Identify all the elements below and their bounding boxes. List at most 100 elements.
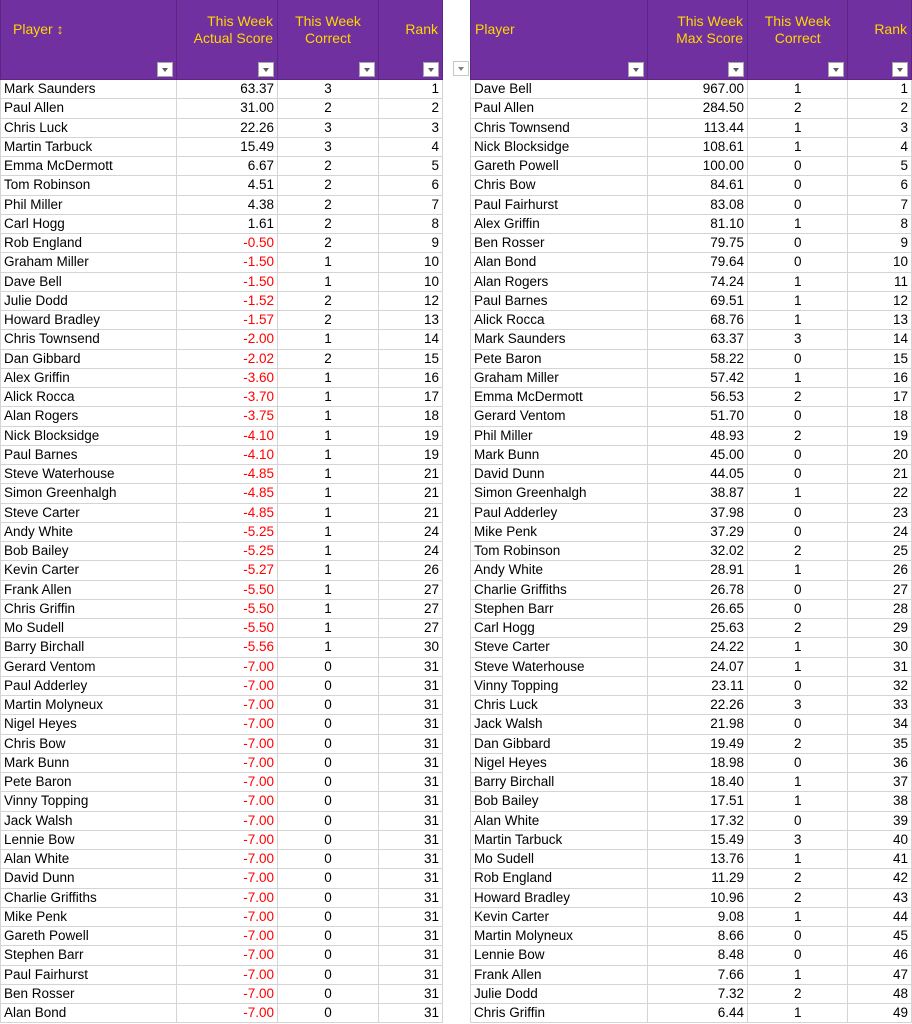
correct-count-cell[interactable]: 1 <box>277 252 379 273</box>
score-cell[interactable]: 8.48 <box>646 945 749 966</box>
player-name-cell[interactable]: Emma McDermott <box>0 155 177 177</box>
score-cell[interactable]: 4.51 <box>176 175 278 196</box>
score-cell[interactable]: -7.00 <box>176 752 278 774</box>
score-cell[interactable]: 22.26 <box>176 117 278 138</box>
correct-count-cell[interactable]: 0 <box>277 675 379 697</box>
rank-cell[interactable]: 19 <box>847 425 912 446</box>
correct-count-cell[interactable]: 0 <box>277 868 379 889</box>
score-cell[interactable]: -5.25 <box>176 540 278 562</box>
correct-count-cell[interactable]: 1 <box>277 502 379 523</box>
rank-cell[interactable]: 31 <box>847 656 912 677</box>
score-cell[interactable]: 108.61 <box>646 136 749 158</box>
correct-count-cell[interactable]: 2 <box>747 386 849 408</box>
score-cell[interactable]: 26.78 <box>646 579 749 600</box>
score-cell[interactable]: 22.26 <box>646 694 749 716</box>
correct-count-cell[interactable]: 0 <box>277 848 379 870</box>
score-cell[interactable]: 63.37 <box>646 329 749 350</box>
rank-cell[interactable]: 13 <box>378 309 443 331</box>
player-name-cell[interactable]: Kevin Carter <box>0 560 177 581</box>
rank-cell[interactable]: 24 <box>378 540 443 562</box>
player-name-cell[interactable]: Graham Miller <box>0 252 177 273</box>
correct-count-cell[interactable]: 0 <box>747 810 849 831</box>
correct-count-cell[interactable]: 0 <box>277 925 379 947</box>
player-name-cell[interactable]: Paul Fairhurst <box>470 194 648 215</box>
player-name-cell[interactable]: Gerard Ventom <box>470 406 648 427</box>
player-name-cell[interactable]: Alick Rocca <box>470 309 648 331</box>
player-name-cell[interactable]: Paul Allen <box>470 98 648 119</box>
correct-count-cell[interactable]: 0 <box>747 714 849 735</box>
score-cell[interactable]: 21.98 <box>646 714 749 735</box>
rank-cell[interactable]: 10 <box>847 252 912 273</box>
rank-cell[interactable]: 15 <box>847 348 912 369</box>
correct-count-cell[interactable]: 0 <box>747 752 849 774</box>
rank-cell[interactable]: 31 <box>378 694 443 716</box>
rank-cell[interactable]: 39 <box>847 810 912 831</box>
score-cell[interactable]: 37.29 <box>646 521 749 543</box>
score-cell[interactable]: -7.00 <box>176 714 278 735</box>
player-name-cell[interactable]: Paul Adderley <box>470 502 648 523</box>
correct-count-cell[interactable]: 2 <box>277 290 379 312</box>
correct-count-cell[interactable]: 2 <box>277 98 379 119</box>
correct-count-cell[interactable]: 1 <box>747 483 849 504</box>
correct-count-cell[interactable]: 0 <box>747 598 849 620</box>
filter-dropdown-icon[interactable] <box>728 62 745 77</box>
player-name-cell[interactable]: Steve Waterhouse <box>470 656 648 677</box>
score-cell[interactable]: 79.64 <box>646 252 749 273</box>
rank-cell[interactable]: 44 <box>847 906 912 928</box>
rank-cell[interactable]: 24 <box>378 521 443 543</box>
score-cell[interactable]: -4.10 <box>176 444 278 466</box>
rank-cell[interactable]: 41 <box>847 848 912 870</box>
player-name-cell[interactable]: Paul Fairhurst <box>0 964 177 985</box>
rank-cell[interactable]: 31 <box>378 829 443 851</box>
rank-cell[interactable]: 45 <box>847 925 912 947</box>
score-cell[interactable]: 58.22 <box>646 348 749 369</box>
left-header-actual-score[interactable]: This Week Actual Score <box>176 0 278 80</box>
player-name-cell[interactable]: Ben Rosser <box>0 983 177 1005</box>
score-cell[interactable]: -5.56 <box>176 637 278 658</box>
player-name-cell[interactable]: Mark Bunn <box>0 752 177 774</box>
rank-cell[interactable]: 31 <box>378 887 443 908</box>
score-cell[interactable]: 57.42 <box>646 367 749 389</box>
score-cell[interactable]: 24.22 <box>646 637 749 658</box>
rank-cell[interactable]: 31 <box>378 983 443 1005</box>
correct-count-cell[interactable]: 1 <box>747 290 849 312</box>
rank-cell[interactable]: 23 <box>847 502 912 523</box>
score-cell[interactable]: -4.10 <box>176 425 278 446</box>
player-name-cell[interactable]: Andy White <box>470 560 648 581</box>
player-name-cell[interactable]: Chris Townsend <box>0 329 177 350</box>
rank-cell[interactable]: 12 <box>378 290 443 312</box>
score-cell[interactable]: 6.67 <box>176 155 278 177</box>
rank-cell[interactable]: 5 <box>378 155 443 177</box>
player-name-cell[interactable]: Dan Gibbard <box>470 733 648 754</box>
score-cell[interactable]: -7.00 <box>176 906 278 928</box>
rank-cell[interactable]: 11 <box>847 271 912 292</box>
filter-dropdown-icon[interactable] <box>157 62 173 77</box>
correct-count-cell[interactable]: 2 <box>277 309 379 331</box>
score-cell[interactable]: -7.00 <box>176 983 278 1005</box>
player-name-cell[interactable]: Alan Rogers <box>0 406 177 427</box>
correct-count-cell[interactable]: 1 <box>747 309 849 331</box>
player-name-cell[interactable]: Dave Bell <box>0 271 177 292</box>
player-name-cell[interactable]: Nick Blocksidge <box>470 136 648 158</box>
rank-cell[interactable]: 4 <box>847 136 912 158</box>
player-name-cell[interactable]: Mo Sudell <box>0 617 177 639</box>
rank-cell[interactable]: 2 <box>847 98 912 119</box>
rank-cell[interactable]: 7 <box>378 194 443 215</box>
correct-count-cell[interactable]: 1 <box>747 560 849 581</box>
rank-cell[interactable]: 27 <box>378 598 443 620</box>
correct-count-cell[interactable]: 1 <box>277 444 379 466</box>
player-name-cell[interactable]: Rob England <box>470 868 648 889</box>
rank-cell[interactable]: 31 <box>378 810 443 831</box>
correct-count-cell[interactable]: 2 <box>277 213 379 235</box>
score-cell[interactable]: 81.10 <box>646 213 749 235</box>
score-cell[interactable]: -5.25 <box>176 521 278 543</box>
correct-count-cell[interactable]: 1 <box>277 617 379 639</box>
correct-count-cell[interactable]: 0 <box>747 194 849 215</box>
score-cell[interactable]: 24.07 <box>646 656 749 677</box>
score-cell[interactable]: 83.08 <box>646 194 749 215</box>
rank-cell[interactable]: 27 <box>847 579 912 600</box>
score-cell[interactable]: 11.29 <box>646 868 749 889</box>
player-name-cell[interactable]: Mark Saunders <box>0 78 177 100</box>
correct-count-cell[interactable]: 0 <box>747 502 849 523</box>
score-cell[interactable]: 17.32 <box>646 810 749 831</box>
